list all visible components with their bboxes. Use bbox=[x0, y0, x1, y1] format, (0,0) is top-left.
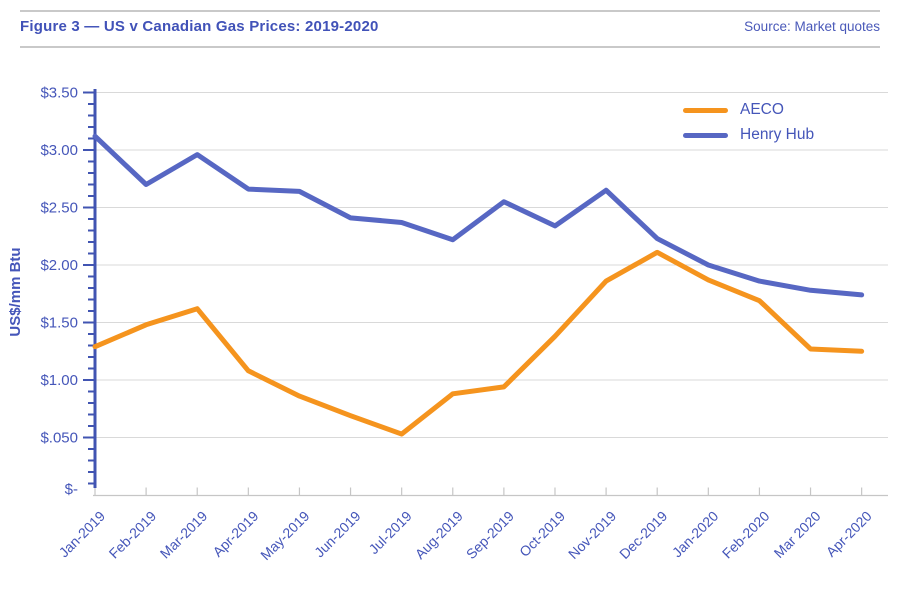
figure-title: Figure 3 — US v Canadian Gas Prices: 201… bbox=[20, 18, 379, 35]
y-axis-title: US$/mm Btu bbox=[7, 247, 24, 336]
y-tick-label: $1.50 bbox=[40, 315, 78, 332]
header-rule bbox=[20, 46, 880, 48]
y-tick-label: $.050 bbox=[40, 430, 78, 447]
aeco-line-swatch bbox=[683, 107, 728, 113]
chart-legend: AECO Henry Hub bbox=[683, 101, 814, 144]
x-tick-label: Jul-2019 bbox=[365, 508, 414, 557]
x-tick-label: May-2019 bbox=[257, 508, 312, 563]
x-tick-label: Sep-2019 bbox=[463, 508, 517, 562]
x-tick-label: Mar-2019 bbox=[157, 508, 211, 562]
x-tick-label: Apr-2020 bbox=[823, 508, 875, 560]
henry-hub-line-swatch bbox=[683, 132, 728, 138]
x-tick-label: Feb-2019 bbox=[106, 508, 160, 562]
y-tick-label: $- bbox=[65, 481, 78, 498]
x-tick-label: Jan-2019 bbox=[56, 508, 109, 561]
x-tick-label: Dec-2019 bbox=[616, 508, 670, 562]
x-tick-label: Apr-2019 bbox=[209, 508, 261, 560]
x-tick-label: Nov-2019 bbox=[565, 508, 619, 562]
y-tick-label: $2.00 bbox=[40, 257, 78, 274]
legend-label-aeco: AECO bbox=[740, 101, 784, 118]
x-tick-label: Jan-2020 bbox=[669, 508, 722, 561]
x-tick-label: Feb-2020 bbox=[719, 508, 773, 562]
henry-hub-line bbox=[92, 133, 865, 298]
y-tick-label: $3.50 bbox=[40, 85, 78, 102]
y-tick-label: $2.50 bbox=[40, 200, 78, 217]
x-tick-label: Mar 2020 bbox=[771, 508, 824, 561]
top-rule bbox=[20, 10, 880, 12]
x-tick-label: Aug-2019 bbox=[412, 508, 466, 562]
figure-header: Figure 3 — US v Canadian Gas Prices: 201… bbox=[20, 18, 880, 35]
y-tick-label: $1.00 bbox=[40, 372, 78, 389]
aeco-line bbox=[92, 249, 865, 437]
x-tick-label: Jun-2019 bbox=[311, 508, 364, 561]
legend-label-henry-hub: Henry Hub bbox=[740, 126, 815, 143]
legend-item-henry-hub: Henry Hub bbox=[683, 126, 814, 144]
source-note: Source: Market quotes bbox=[744, 19, 880, 34]
x-tick-label: Oct-2019 bbox=[516, 508, 568, 560]
legend-item-aeco: AECO bbox=[683, 101, 814, 119]
y-tick-label: $3.00 bbox=[40, 142, 78, 159]
